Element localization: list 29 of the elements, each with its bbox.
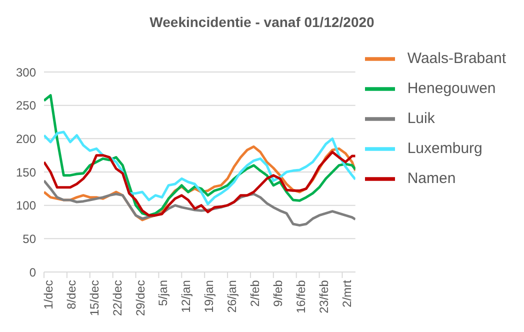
- x-tick-label: 1/dec: [42, 280, 56, 310]
- x-tick-label: 29/dec: [133, 280, 148, 316]
- y-tick-label: 250: [16, 98, 36, 113]
- legend-label: Namen: [407, 170, 456, 187]
- x-tick-label: 9/feb: [270, 280, 285, 307]
- y-tick-label: 200: [16, 132, 36, 146]
- y-tick-label: 0: [29, 265, 36, 280]
- x-tick-label: 26/jan: [225, 280, 240, 313]
- x-tick-label: 19/jan: [202, 280, 216, 313]
- line-series: [44, 94, 356, 217]
- y-tick-label: 100: [16, 198, 36, 213]
- x-tick-label: 15/dec: [87, 280, 102, 316]
- x-tick-label: 22/dec: [110, 280, 124, 316]
- legend-label: Waals-Brabant: [407, 50, 506, 67]
- x-tick-label: 23/feb: [316, 280, 331, 314]
- y-tick-label: 300: [16, 65, 36, 80]
- legend-label: Luxemburg: [407, 140, 482, 157]
- chart-title: Weekincidentie - vanaf 01/12/2020: [148, 14, 376, 30]
- y-tick-label: 50: [22, 232, 36, 246]
- x-tick-label: 12/jan: [179, 280, 194, 313]
- y-tick-label: 150: [16, 165, 36, 180]
- legend-label: Luik: [407, 110, 435, 127]
- legend-label: Henegouwen: [407, 80, 496, 97]
- x-tick-label: 16/feb: [294, 280, 308, 314]
- x-tick-label: 8/dec: [64, 280, 78, 310]
- x-tick-label: 2/feb: [248, 280, 262, 307]
- line-series: [44, 130, 356, 206]
- x-tick-label: 5/jan: [156, 280, 170, 306]
- x-tick-label: 2/mrt: [340, 279, 354, 308]
